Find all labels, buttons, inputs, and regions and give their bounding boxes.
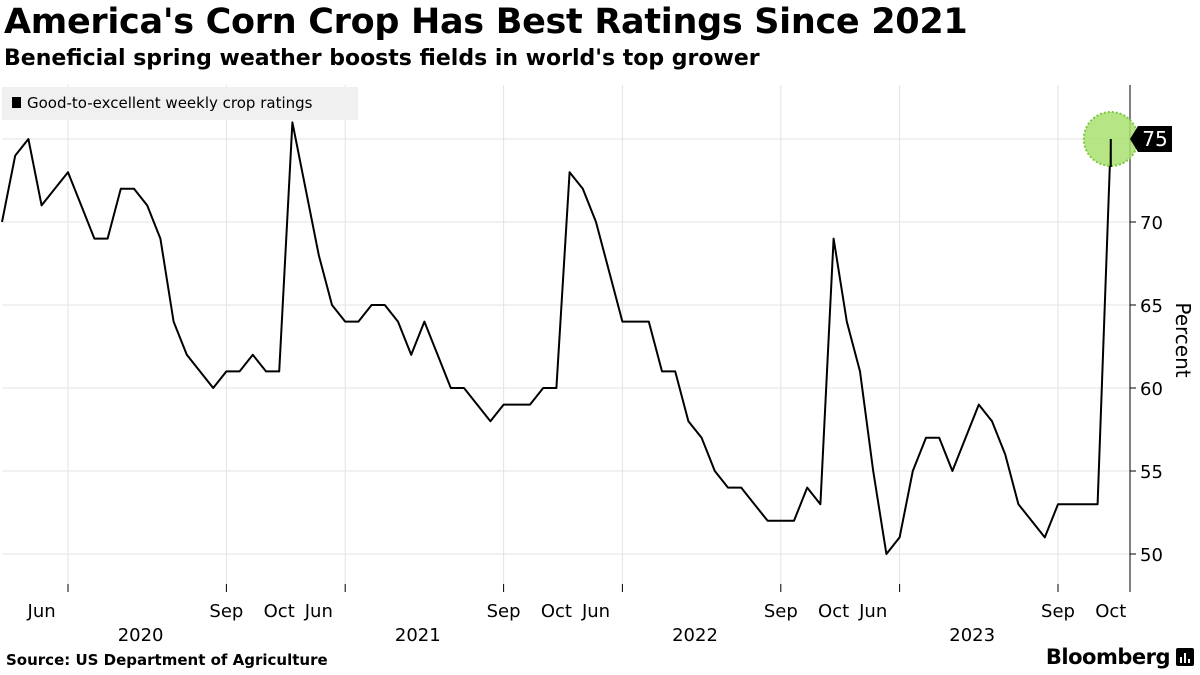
legend-background [2,87,358,120]
x-tick-label: Jun [581,601,610,622]
x-year-label: 2023 [949,625,995,646]
grid-lines [2,85,1130,592]
axes: 505560657075JunSepOctJunSepOctJunSepOctJ… [27,85,1163,646]
x-year-label: 2020 [118,625,164,646]
legend: Good-to-excellent weekly crop ratings [2,87,358,120]
y-axis-title: Percent [1171,302,1195,377]
x-tick-label: Oct [264,601,295,622]
x-tick-label: Sep [764,601,798,622]
x-tick-label: Jun [27,601,56,622]
highlight: 75 [1082,111,1172,167]
x-tick-label: Oct [818,601,849,622]
bloomberg-mark-icon [1176,648,1194,666]
y-tick-label: 65 [1140,296,1163,317]
x-tick-label: Sep [487,601,521,622]
y-tick-label: 70 [1140,213,1163,234]
legend-label: Good-to-excellent weekly crop ratings [27,94,313,112]
legend-swatch [12,97,21,108]
source-note: Source: US Department of Agriculture [6,651,328,669]
x-tick-label: Oct [1095,601,1126,622]
y-tick-label: 50 [1140,545,1163,566]
latest-value-callout [1130,126,1172,152]
brand-name: Bloomberg [1045,645,1171,669]
x-year-label: 2022 [672,625,718,646]
bloomberg-logo: Bloomberg [1046,645,1194,669]
chart-title: America's Corn Crop Has Best Ratings Sin… [4,2,968,42]
chart-subtitle: Beneficial spring weather boosts fields … [4,46,760,71]
y-tick-label: 60 [1140,379,1163,400]
series [1,121,1112,555]
x-tick-label: Oct [541,601,572,622]
x-tick-label: Sep [1041,601,1075,622]
latest-value-label: 75 [1142,127,1167,151]
series-line [1,121,1112,555]
x-tick-label: Jun [304,601,333,622]
x-tick-label: Jun [858,601,887,622]
y-tick-label: 55 [1140,462,1163,483]
x-year-label: 2021 [395,625,441,646]
x-tick-label: Sep [209,601,243,622]
